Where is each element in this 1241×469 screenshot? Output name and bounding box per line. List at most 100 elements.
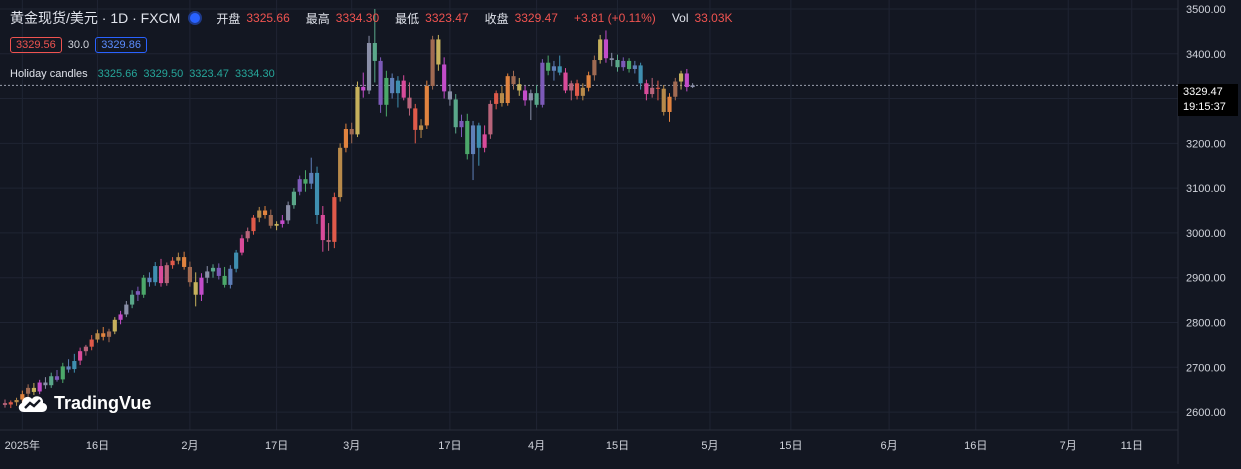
candle-body bbox=[603, 39, 609, 59]
candle-body bbox=[488, 103, 493, 135]
buy-price-button[interactable]: 3329.86 bbox=[95, 37, 147, 53]
candle-body bbox=[678, 73, 684, 82]
candle-body bbox=[147, 277, 152, 283]
candle-body bbox=[106, 331, 112, 337]
candle-body bbox=[528, 93, 533, 101]
candle-body bbox=[60, 366, 65, 380]
y-tick-label: 2800.00 bbox=[1186, 318, 1226, 330]
candle-body bbox=[499, 93, 505, 104]
candle-body bbox=[384, 77, 389, 105]
candle-body bbox=[430, 39, 435, 86]
x-tick-label: 5月 bbox=[701, 440, 718, 452]
candle-body bbox=[89, 339, 94, 347]
candle-body bbox=[453, 99, 458, 128]
candle-body bbox=[332, 197, 337, 242]
candle-body bbox=[228, 268, 233, 285]
quote-row: 3329.56 30.0 3329.86 bbox=[10, 37, 153, 53]
low-value: 3323.47 bbox=[425, 11, 469, 25]
candle-body bbox=[31, 387, 36, 392]
candle-body bbox=[615, 60, 620, 68]
indicator-name[interactable]: Holiday candles bbox=[10, 68, 88, 80]
candle-body bbox=[274, 223, 279, 226]
x-tick-label: 6月 bbox=[881, 440, 898, 452]
candle-body bbox=[303, 179, 308, 184]
candle-body bbox=[257, 210, 262, 218]
candle-body bbox=[262, 210, 268, 215]
symbol-title[interactable]: 黄金现货/美元 · 1D · FXCM bbox=[10, 10, 181, 26]
candle-body bbox=[586, 75, 591, 88]
candle-body bbox=[239, 238, 244, 253]
indicator-legend[interactable]: Holiday candles 3325.66 3329.50 3323.47 … bbox=[10, 68, 281, 80]
low-label: 最低 bbox=[395, 11, 420, 26]
candle-body bbox=[26, 387, 31, 394]
indicator-value-1: 3325.66 bbox=[97, 68, 138, 80]
candle-body bbox=[309, 172, 314, 184]
live-status-dot-icon bbox=[188, 11, 203, 25]
candle-body bbox=[436, 39, 441, 65]
candle-body bbox=[326, 240, 331, 242]
indicator-value-2: 3329.50 bbox=[143, 68, 184, 80]
candle-body bbox=[8, 402, 13, 405]
candle-body bbox=[280, 220, 285, 224]
candle-body bbox=[349, 129, 354, 135]
y-tick-label: 3500.00 bbox=[1186, 4, 1226, 16]
candle-body bbox=[66, 366, 71, 370]
candle-body bbox=[141, 277, 146, 295]
indicator-value-4: 3334.30 bbox=[234, 68, 275, 80]
candle-body bbox=[661, 88, 666, 112]
cloud-logo-icon bbox=[18, 396, 48, 412]
candle-body bbox=[551, 66, 557, 71]
open-value: 3325.66 bbox=[246, 11, 290, 25]
candle-body bbox=[234, 252, 239, 269]
close-label: 收盘 bbox=[484, 11, 509, 26]
close-value: 3329.47 bbox=[514, 11, 558, 25]
logo-text: TradingVue bbox=[54, 392, 152, 413]
candle-body bbox=[118, 314, 123, 320]
candle-body bbox=[650, 87, 655, 95]
x-tick-label: 17日 bbox=[265, 440, 288, 452]
candle-body bbox=[222, 275, 227, 285]
x-tick-label: 3月 bbox=[343, 440, 360, 452]
y-tick-label: 3200.00 bbox=[1186, 138, 1226, 150]
candle-body bbox=[20, 394, 25, 400]
candle-body bbox=[418, 125, 424, 130]
candle-body bbox=[442, 64, 447, 92]
open-label: 开盘 bbox=[216, 11, 241, 26]
candle-body bbox=[517, 84, 522, 91]
candle-body bbox=[268, 215, 273, 226]
candle-body bbox=[297, 179, 302, 192]
candle-body bbox=[684, 73, 689, 88]
candle-body bbox=[563, 72, 568, 91]
candle-body bbox=[153, 266, 158, 283]
candle-body bbox=[291, 191, 296, 206]
candle-body bbox=[135, 291, 140, 295]
spread-value: 30.0 bbox=[67, 39, 90, 51]
candle-body bbox=[574, 83, 580, 96]
candle-body bbox=[621, 60, 626, 68]
candle-body bbox=[470, 125, 476, 155]
candle-body bbox=[101, 333, 106, 337]
x-tick-label: 2025年 bbox=[5, 438, 40, 452]
y-tick-label: 2600.00 bbox=[1186, 407, 1226, 419]
candle-body bbox=[205, 271, 210, 278]
y-tick-label: 2700.00 bbox=[1186, 362, 1226, 374]
candle-body bbox=[95, 333, 100, 340]
candle-body bbox=[557, 66, 562, 73]
candle-body bbox=[83, 346, 88, 352]
candle-body bbox=[609, 58, 614, 61]
candle-body bbox=[14, 399, 19, 403]
x-tick-label: 2月 bbox=[181, 440, 198, 452]
candle-body bbox=[2, 403, 8, 405]
volume-value: 33.03K bbox=[694, 11, 733, 25]
x-tick-label: 15日 bbox=[779, 440, 802, 452]
candle-body bbox=[338, 147, 343, 198]
x-tick-label: 15日 bbox=[606, 440, 629, 452]
sell-price-button[interactable]: 3329.56 bbox=[10, 37, 62, 53]
candle-body bbox=[112, 319, 117, 332]
candle-body bbox=[413, 108, 418, 130]
candle-body bbox=[482, 134, 487, 148]
x-tick-label: 11日 bbox=[1121, 440, 1143, 452]
y-tick-label: 3000.00 bbox=[1186, 228, 1226, 240]
